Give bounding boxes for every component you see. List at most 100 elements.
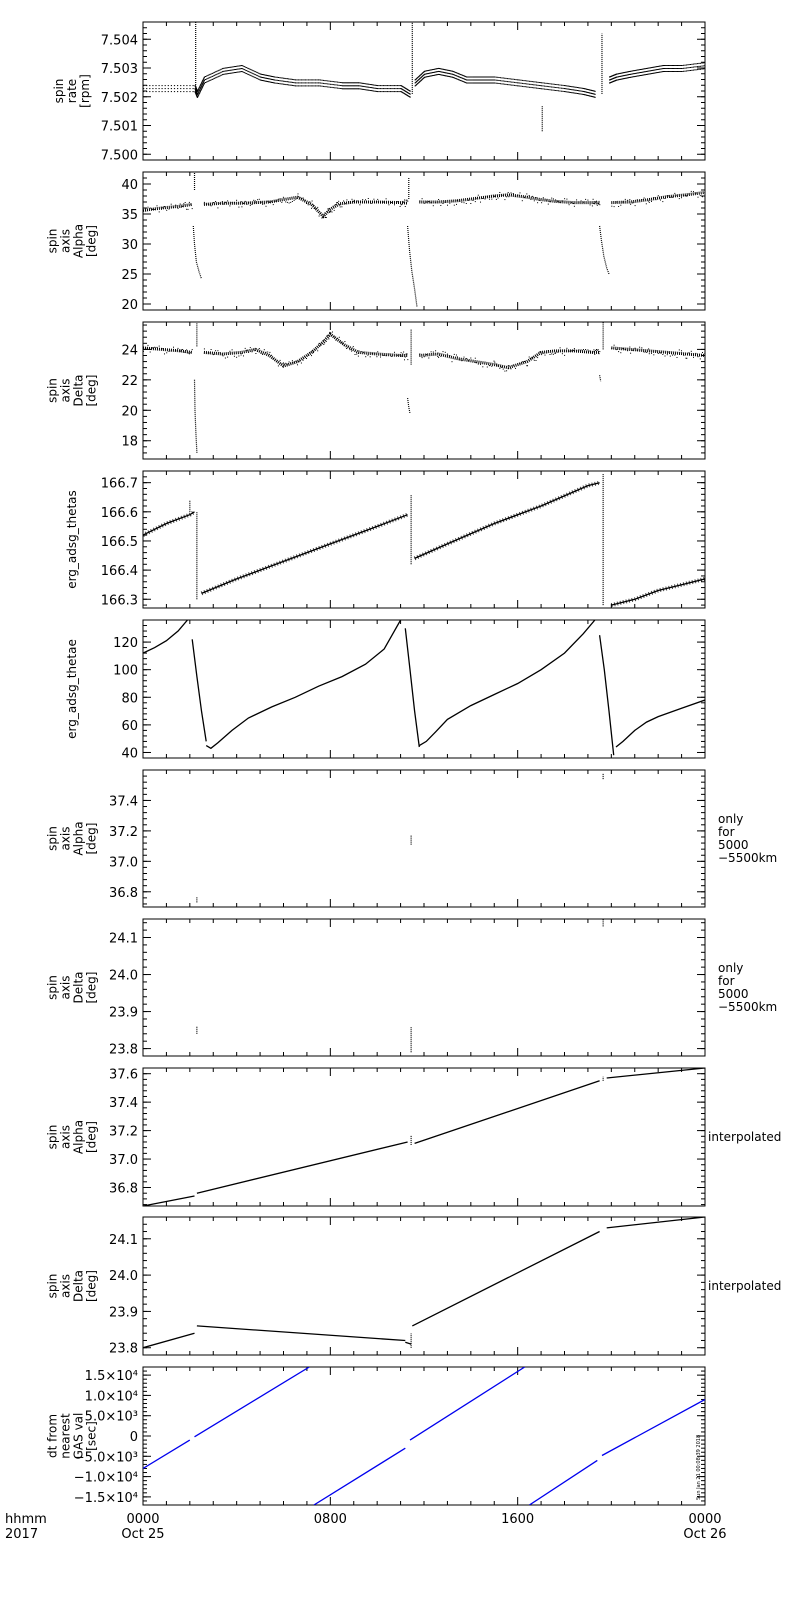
data-point [296,79,298,81]
data-point [221,74,224,76]
data-point [216,73,218,75]
data-point [434,71,436,73]
data-point [429,69,431,71]
data-point [438,68,441,69]
series-line [598,635,615,756]
data-point [485,76,487,78]
data-point [180,85,182,87]
data-point [373,87,375,89]
data-point [653,69,655,71]
data-point [494,361,496,363]
data-point [637,75,640,77]
data-point [480,76,483,78]
y-tick-label: 37.2 [109,1125,138,1140]
data-point [196,90,199,92]
data-point [631,73,633,75]
data-point [482,76,484,78]
data-point [488,79,491,81]
data-point [431,75,433,77]
data-point [255,202,257,204]
data-point [288,202,290,204]
data-point [511,84,513,86]
data-point [497,365,499,367]
data-point [651,200,652,202]
data-point [328,86,330,88]
data-point [567,91,570,93]
data-point [367,198,369,199]
data-point [550,86,553,88]
y-axis-label: GAS val [72,1413,86,1460]
data-point [444,351,446,353]
data-point [444,75,446,77]
data-point [526,80,528,82]
data-point [493,82,495,84]
data-point [309,85,311,87]
data-point [370,84,372,86]
data-point [438,74,441,75]
data-point [645,351,647,353]
data-point [244,69,246,71]
data-point [550,83,553,85]
data-point [328,83,330,85]
data-point [152,88,154,90]
data-point [636,199,638,201]
data-point [644,74,646,76]
data-point [537,81,539,83]
data-point [653,354,655,356]
data-point [492,76,494,78]
data-point [662,354,664,355]
data-point [653,72,655,74]
data-point [482,79,484,81]
data-point [641,74,644,76]
data-point [695,192,697,194]
data-point [310,82,312,84]
y-tick-label: 40 [121,178,138,193]
data-point [361,85,363,87]
data-point [685,70,687,72]
data-point [351,198,353,200]
data-point [627,71,629,73]
data-point [198,90,200,92]
series-line [404,628,420,748]
data-point [167,85,169,87]
data-point [637,69,639,71]
data-point [228,73,230,74]
data-point [446,69,448,71]
data-point [312,85,314,87]
data-point [288,84,290,86]
data-point [477,76,479,78]
data-point [421,357,423,359]
data-point [211,78,213,80]
data-point [355,85,357,87]
data-point [283,77,285,79]
data-point [640,71,643,73]
data-point [431,72,433,74]
y-tick-label: 37.2 [109,825,138,840]
data-point [649,73,651,75]
data-point [409,90,411,92]
series-line [194,1367,310,1438]
data-point [458,79,460,81]
data-point [499,83,502,85]
data-point [285,201,287,203]
data-point [491,82,493,84]
data-point [524,80,526,82]
data-point [247,67,249,69]
data-point [634,347,636,349]
data-point [365,356,367,358]
data-point [300,82,302,84]
data-point [433,71,435,73]
data-point [450,73,452,75]
data-point [296,85,298,87]
data-point [485,82,487,84]
data-point [367,354,369,356]
data-point [170,350,172,352]
data-point [569,88,571,90]
data-point [526,83,528,85]
data-point [516,82,518,84]
data-point [260,353,262,354]
data-point [367,86,369,88]
data-point [585,91,587,93]
data-point [325,83,327,85]
data-point [557,351,559,353]
